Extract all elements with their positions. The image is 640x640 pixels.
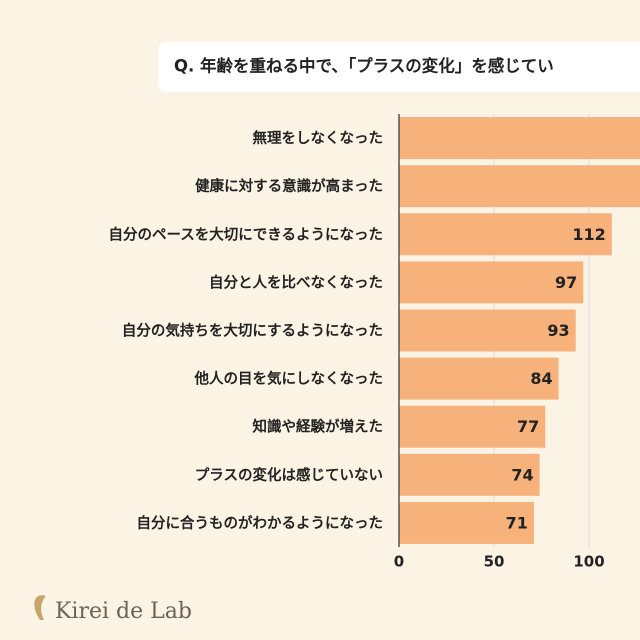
x-tick-label: 50 (484, 553, 505, 571)
y-tick-label: 自分のペースを大切にできるようになった (109, 225, 383, 243)
plot: 0 50 100 無理をしなくなった健康に対する意識が高まった自分のペースを大切にでき… (109, 114, 640, 571)
x-tick-label: 0 (394, 553, 404, 571)
value-label: 74 (511, 465, 533, 484)
y-tick-label: プラスの変化は感じていない (195, 466, 383, 484)
bar (399, 453, 540, 496)
value-label: 93 (547, 321, 569, 340)
brand: Kirei de Lab (55, 599, 192, 624)
y-tick-label: 他人の目を気にしなくなった (194, 370, 384, 388)
y-tick-label: 健康に対する意識が高まった (195, 177, 383, 195)
y-tick-label: 無理をしなくなった (253, 129, 384, 147)
bar (399, 261, 584, 304)
value-label: 84 (530, 369, 552, 388)
bar (399, 357, 559, 400)
value-label: 97 (555, 273, 577, 292)
logo-icon (34, 595, 46, 620)
value-label: 77 (517, 417, 539, 436)
bar (399, 309, 576, 352)
value-label: 112 (572, 225, 605, 244)
value-label: 71 (506, 513, 528, 532)
bar (399, 117, 640, 160)
y-tick-label: 自分と人を比べなくなった (209, 273, 383, 291)
chart-title: Q. 年齢を重ねる中で、「プラスの変化」を感じてい (174, 56, 554, 76)
bar (399, 213, 612, 256)
y-tick-label: 自分に合うものがわかるようになった (137, 514, 384, 532)
bar (399, 405, 546, 448)
bar (399, 501, 534, 544)
x-tick-label: 100 (573, 553, 604, 571)
title-box (158, 42, 640, 92)
y-tick-label: 知識や経験が増えた (253, 418, 384, 436)
bar (399, 165, 640, 208)
y-tick-label: 自分の気持ちを大切にするようになった (122, 322, 383, 340)
